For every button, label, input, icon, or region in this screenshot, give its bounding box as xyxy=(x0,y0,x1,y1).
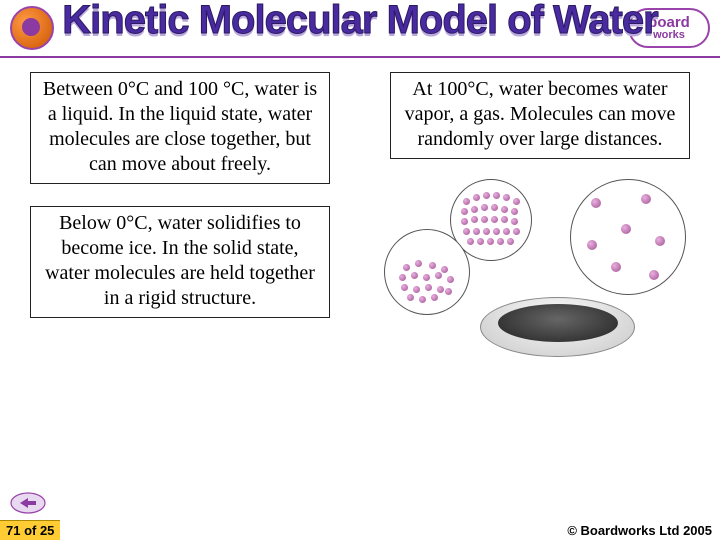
content-area: Between 0°C and 100 °C, water is a liqui… xyxy=(0,58,720,375)
copyright-text: © Boardworks Ltd 2005 xyxy=(559,521,720,540)
logo-text-bottom: works xyxy=(653,30,685,41)
gas-phase-circle xyxy=(570,179,686,295)
hotplate-dish xyxy=(480,297,635,357)
back-arrow-icon[interactable] xyxy=(6,492,46,514)
molecular-diagram xyxy=(390,185,690,375)
brand-orb-icon xyxy=(10,6,54,50)
left-column: Between 0°C and 100 °C, water is a liqui… xyxy=(30,72,330,375)
solid-state-box: Below 0°C, water solidifies to become ic… xyxy=(30,206,330,318)
page-indicator: 71 of 25 xyxy=(0,520,60,540)
liquid-phase-circle xyxy=(384,229,470,315)
gas-state-box: At 100°C, water becomes water vapor, a g… xyxy=(390,72,690,159)
page-title: Kinetic Molecular Model of Water xyxy=(62,0,657,43)
liquid-state-box: Between 0°C and 100 °C, water is a liqui… xyxy=(30,72,330,184)
right-column: At 100°C, water becomes water vapor, a g… xyxy=(390,72,690,375)
footer-bar: 71 of 25 © Boardworks Ltd 2005 xyxy=(0,518,720,540)
header-bar: Kinetic Molecular Model of Water board w… xyxy=(0,0,720,58)
